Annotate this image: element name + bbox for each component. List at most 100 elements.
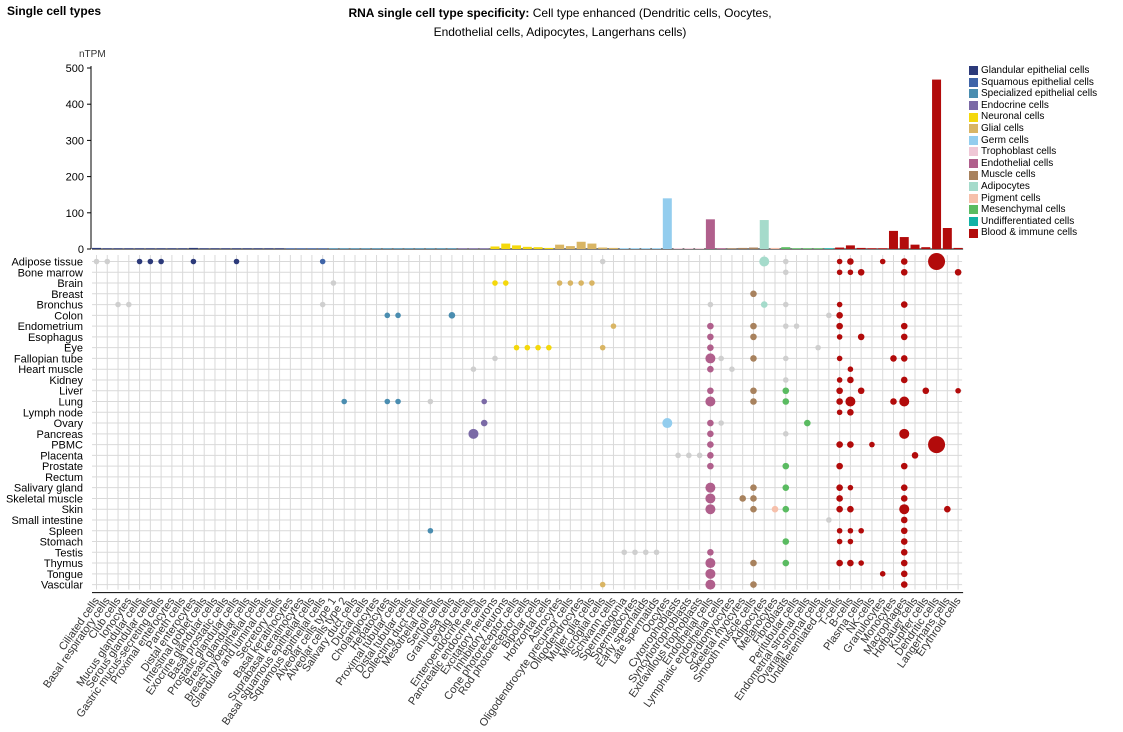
legend-item[interactable]: Glandular epithelial cells [969, 65, 1097, 77]
dots [93, 253, 962, 590]
bars [92, 79, 963, 249]
dot [468, 428, 479, 439]
bar [587, 243, 597, 249]
dot [782, 484, 790, 491]
bar [468, 248, 478, 249]
legend-item[interactable]: Neuronal cells [969, 111, 1097, 123]
dot [900, 527, 908, 535]
dot [900, 581, 908, 588]
dot [900, 301, 908, 308]
dot [480, 419, 488, 427]
dot [857, 387, 865, 395]
dot [427, 527, 434, 534]
legend-item[interactable]: Endothelial cells [969, 158, 1097, 170]
dot [782, 398, 790, 405]
legend-item[interactable]: Trophoblast cells [969, 146, 1097, 158]
bar [135, 248, 145, 249]
bar [145, 248, 155, 249]
dot [836, 312, 843, 319]
dot [922, 387, 930, 395]
dot [836, 387, 843, 395]
dot [707, 344, 714, 351]
dot [750, 495, 757, 502]
dot [513, 344, 520, 351]
dot [858, 560, 864, 566]
dot [847, 258, 854, 265]
dot [589, 280, 595, 286]
bar [770, 247, 780, 249]
dot [900, 484, 908, 491]
dot [739, 495, 746, 502]
bar [544, 247, 554, 249]
dot [729, 366, 735, 373]
bar [555, 244, 565, 249]
bar [285, 248, 295, 249]
dot [384, 312, 391, 319]
tissue-label: Stomach [40, 537, 83, 549]
dot [384, 398, 391, 405]
dot [836, 462, 843, 470]
dot [621, 549, 628, 556]
bar [447, 248, 457, 249]
legend-item[interactable]: Muscle cells [969, 169, 1097, 181]
dot [599, 581, 606, 588]
tissue-label: Skeletal muscle [6, 493, 83, 505]
dot [782, 387, 790, 395]
legend-item[interactable]: Specialized epithelial cells [969, 88, 1097, 100]
dot [705, 493, 716, 504]
dot [760, 301, 768, 308]
dot [836, 538, 843, 545]
legend-item[interactable]: Squamous epithelial cells [969, 77, 1097, 89]
bar [932, 79, 942, 249]
legend-item[interactable]: Undifferentiated cells [969, 216, 1097, 228]
dot [546, 344, 552, 351]
dot [448, 312, 456, 319]
bar [802, 248, 812, 249]
bar [436, 248, 446, 249]
dot [836, 269, 843, 276]
dot [900, 462, 908, 470]
legend-label: Endothelial cells [981, 157, 1054, 169]
legend-item[interactable]: Mesenchymal cells [969, 204, 1097, 216]
dot [836, 527, 843, 534]
legend-item[interactable]: Blood & immune cells [969, 227, 1097, 239]
legend-item[interactable]: Glial cells [969, 123, 1097, 135]
dot [707, 430, 714, 438]
legend-label: Glial cells [981, 122, 1024, 134]
dot [847, 505, 854, 513]
dot [847, 269, 854, 276]
dot [782, 462, 790, 470]
dot [928, 436, 946, 454]
dot [104, 258, 111, 265]
legend-item[interactable]: Pigment cells [969, 193, 1097, 205]
dot [395, 398, 401, 405]
dot [899, 396, 910, 407]
dot [890, 398, 897, 405]
dot [899, 504, 910, 515]
bar [942, 228, 952, 249]
dot [836, 505, 843, 513]
tissue-label: Eye [64, 343, 83, 355]
chart-title: RNA single cell type specificity: Cell t… [320, 4, 800, 42]
dot [890, 355, 897, 362]
legend-item[interactable]: Germ cells [969, 135, 1097, 147]
legend-swatch [969, 112, 978, 122]
dot [900, 548, 908, 556]
bar [350, 248, 360, 249]
bar [296, 248, 306, 249]
dot [707, 452, 714, 459]
legend-item[interactable]: Adipocytes [969, 181, 1097, 193]
dot [900, 538, 908, 545]
legend-item[interactable]: Endocrine cells [969, 100, 1097, 112]
dot [879, 571, 886, 577]
dot [750, 505, 757, 513]
legend-label: Trophoblast cells [981, 146, 1057, 158]
bar [533, 247, 543, 249]
y-tick-label: 400 [66, 99, 84, 111]
bar [372, 248, 382, 249]
legend-swatch [969, 135, 978, 145]
tissue-label: Placenta [40, 450, 84, 462]
dot [707, 462, 714, 470]
